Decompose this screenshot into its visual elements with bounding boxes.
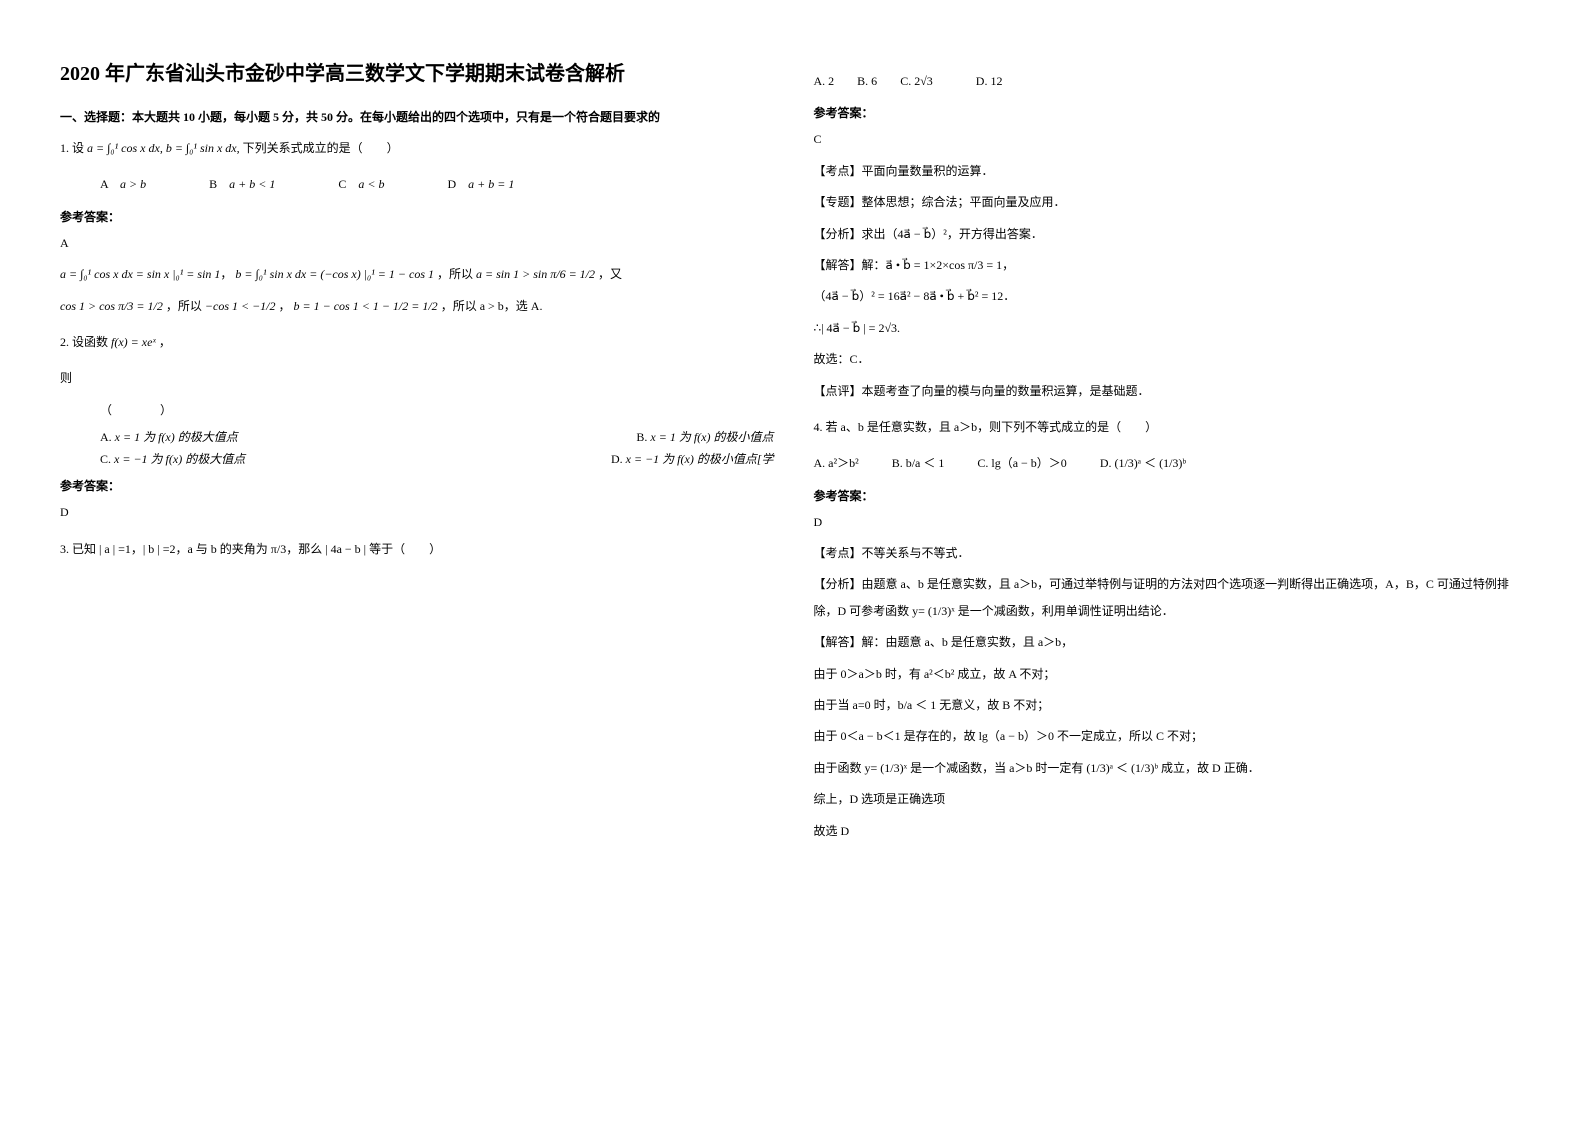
q3-topic-label: 【专题】 xyxy=(814,195,862,209)
q1-optB: a + b < 1 xyxy=(229,177,275,191)
q4-solve2: 由于 0＞a＞b 时，有 a²＜b² 成立，故 A 不对； xyxy=(814,661,1528,687)
q2-options-row2: C. x = −1 为 f(x) 的极大值点 D. x = −1 为 f(x) … xyxy=(100,450,774,467)
q1-optA: a > b xyxy=(120,177,146,191)
q1-options: A a > b B a + b < 1 C a < b D a + b = 1 xyxy=(100,171,774,197)
q3-analysis: 【分析】求出（4a⃗ − b⃗）²，开方得出答案． xyxy=(814,221,1528,247)
q4-solve: 【解答】解：由题意 a、b 是任意实数，且 a＞b， xyxy=(814,629,1528,655)
q4-analysis-label: 【分析】 xyxy=(814,577,862,591)
q4-answer: D xyxy=(814,509,1528,535)
q3-point: 【考点】平面向量数量积的运算． xyxy=(814,158,1528,184)
q4-options: A. a²＞b² B. b/a ＜ 1 C. lg（a − b）＞0 D. (1… xyxy=(814,450,1528,476)
q3-solve-label: 【解答】 xyxy=(814,258,862,272)
q4-solve-label: 【解答】 xyxy=(814,635,862,649)
q4-optC: C. lg（a − b）＞0 xyxy=(977,456,1066,470)
q1-exp3: ，所以 xyxy=(437,267,473,281)
q4-point-text: 不等关系与不等式． xyxy=(862,546,970,560)
q4-analysis-text: 由题意 a、b 是任意实数，且 a＞b，可通过举特例与证明的方法对四个选项逐一判… xyxy=(814,577,1509,617)
question-3: 3. 已知 | a | =1，| b | =2，a 与 b 的夹角为 π/3，那… xyxy=(60,536,774,562)
q2-prefix: 2. 设函数 xyxy=(60,335,108,349)
q4-optD: D. (1/3)ᵃ ＜ (1/3)ᵇ xyxy=(1100,456,1186,470)
q1-explanation: a = ∫₀¹ cos x dx = sin x |₀¹ = sin 1， b … xyxy=(60,261,774,287)
question-4: 4. 若 a、b 是任意实数，且 a＞b，则下列不等式成立的是（ ） xyxy=(814,414,1528,440)
section-header: 一、选择题：本大题共 10 小题，每小题 5 分，共 50 分。在每小题给出的四… xyxy=(60,108,774,125)
q3-answer-label: 参考答案： xyxy=(814,104,1528,121)
q3-topic-text: 整体思想；综合法；平面向量及应用． xyxy=(862,195,1066,209)
q4-point-label: 【考点】 xyxy=(814,546,862,560)
q1-answer: A xyxy=(60,230,774,256)
q3-optA: A. 2 xyxy=(814,74,835,88)
q2-answer-label: 参考答案： xyxy=(60,477,774,494)
q3-prefix: 3. 已知 | a | =1，| b | =2，a 与 b 的夹角为 π/3，那… xyxy=(60,542,441,556)
q2-line3: （ ） xyxy=(100,397,774,423)
q3-analysis-text: 求出（4a⃗ − b⃗）²，开方得出答案． xyxy=(862,227,1043,241)
q2-optC: x = −1 为 f(x) 的极大值点 xyxy=(114,452,245,466)
q4-solve3: 由于当 a=0 时，b/a ＜ 1 无意义，故 B 不对； xyxy=(814,692,1528,718)
q3-solve3: ∴| 4a⃗ − b⃗ | = 2√3. xyxy=(814,315,1528,341)
q2-optC-prefix: C. xyxy=(100,452,111,466)
q2-suffix: ， xyxy=(159,335,171,349)
q3-point-label: 【考点】 xyxy=(814,164,862,178)
q4-prefix: 4. 若 a、b 是任意实数，且 a＞b，则下列不等式成立的是（ ） xyxy=(814,420,1158,434)
question-2: 2. 设函数 f(x) = xeˣ ， xyxy=(60,329,774,355)
q4-solve1: 解：由题意 a、b 是任意实数，且 a＞b， xyxy=(862,635,1074,649)
q1-exp1: a = ∫₀¹ cos x dx = sin x |₀¹ = sin 1 xyxy=(60,267,220,281)
q4-solve7: 故选 D xyxy=(814,818,1528,844)
q4-answer-label: 参考答案： xyxy=(814,487,1528,504)
document-title: 2020 年广东省汕头市金砂中学高三数学文下学期期末试卷含解析 xyxy=(60,60,774,88)
q2-optB-prefix: B. xyxy=(636,430,647,444)
q2-optB: x = 1 为 f(x) 的极小值点 xyxy=(650,430,773,444)
q1-exp6: cos 1 > cos π/3 = 1/2 xyxy=(60,299,163,313)
q4-optA: A. a²＞b² xyxy=(814,456,859,470)
q4-point: 【考点】不等关系与不等式． xyxy=(814,540,1528,566)
q3-optC: C. 2√3 xyxy=(900,74,933,88)
q1-formula: a = ∫₀¹ cos x dx, b = ∫₀¹ sin x dx, xyxy=(87,141,240,155)
q1-exp11: ，所以 a > b，选 A. xyxy=(441,299,543,313)
q1-suffix: 下列关系式成立的是（ ） xyxy=(243,141,399,155)
q1-exp4: a = sin 1 > sin π/6 = 1/2 xyxy=(476,267,595,281)
q2-optA: x = 1 为 f(x) 的极大值点 xyxy=(115,430,238,444)
q3-optB: B. 6 xyxy=(857,74,877,88)
q1-explanation-2: cos 1 > cos π/3 = 1/2 ，所以 −cos 1 < −1/2 … xyxy=(60,293,774,319)
q1-optC: a < b xyxy=(358,177,384,191)
q1-exp7: ，所以 xyxy=(166,299,202,313)
q1-exp2: b = ∫₀¹ sin x dx = (−cos x) |₀¹ = 1 − co… xyxy=(235,267,434,281)
q3-comment: 【点评】本题考查了向量的模与向量的数量积运算，是基础题． xyxy=(814,378,1528,404)
q2-optD: x = −1 为 f(x) 的极小值点[学 xyxy=(626,452,774,466)
q1-prefix: 1. 设 xyxy=(60,141,84,155)
question-1: 1. 设 a = ∫₀¹ cos x dx, b = ∫₀¹ sin x dx,… xyxy=(60,135,774,161)
q1-exp8: −cos 1 < −1/2 xyxy=(205,299,276,313)
q2-optD-prefix: D. xyxy=(611,452,623,466)
q3-optD: D. 12 xyxy=(976,74,1003,88)
left-column: 2020 年广东省汕头市金砂中学高三数学文下学期期末试卷含解析 一、选择题：本大… xyxy=(40,60,794,849)
q3-solve: 【解答】解：a⃗ • b⃗ = 1×2×cos π/3 = 1， xyxy=(814,252,1528,278)
q3-options: A. 2 B. 6 C. 2√3 D. 12 xyxy=(814,68,1528,94)
q3-answer: C xyxy=(814,126,1528,152)
q4-solve6: 综上，D 选项是正确选项 xyxy=(814,786,1528,812)
q3-solve2: （4a⃗ − b⃗）² = 16a⃗² − 8a⃗ • b⃗ + b⃗² = 1… xyxy=(814,283,1528,309)
q1-exp10: b = 1 − cos 1 < 1 − 1/2 = 1/2 xyxy=(294,299,438,313)
q3-solve1: 解：a⃗ • b⃗ = 1×2×cos π/3 = 1， xyxy=(862,258,1015,272)
q2-answer: D xyxy=(60,499,774,525)
q4-analysis: 【分析】由题意 a、b 是任意实数，且 a＞b，可通过举特例与证明的方法对四个选… xyxy=(814,571,1528,624)
q3-comment-text: 本题考查了向量的模与向量的数量积运算，是基础题． xyxy=(862,384,1150,398)
q4-solve5: 由于函数 y= (1/3)ˣ 是一个减函数，当 a＞b 时一定有 (1/3)ᵃ … xyxy=(814,755,1528,781)
q4-solve4: 由于 0＜a − b＜1 是存在的，故 lg（a − b）＞0 不一定成立，所以… xyxy=(814,723,1528,749)
q2-line2: 则 xyxy=(60,365,774,391)
q3-point-text: 平面向量数量积的运算． xyxy=(862,164,994,178)
q1-exp5: ，又 xyxy=(598,267,622,281)
q3-comment-label: 【点评】 xyxy=(814,384,862,398)
q2-optA-prefix: A. xyxy=(100,430,112,444)
q3-solve4: 故选：C． xyxy=(814,346,1528,372)
q1-answer-label: 参考答案： xyxy=(60,208,774,225)
q3-analysis-label: 【分析】 xyxy=(814,227,862,241)
q2-formula: f(x) = xeˣ xyxy=(111,335,156,349)
q4-optB: B. b/a ＜ 1 xyxy=(892,456,945,470)
q1-optD: a + b = 1 xyxy=(468,177,514,191)
right-column: A. 2 B. 6 C. 2√3 D. 12 参考答案： C 【考点】平面向量数… xyxy=(794,60,1548,849)
q2-options-row1: A. x = 1 为 f(x) 的极大值点 B. x = 1 为 f(x) 的极… xyxy=(100,428,774,445)
q1-exp9: ， xyxy=(279,299,291,313)
q3-topic: 【专题】整体思想；综合法；平面向量及应用． xyxy=(814,189,1528,215)
